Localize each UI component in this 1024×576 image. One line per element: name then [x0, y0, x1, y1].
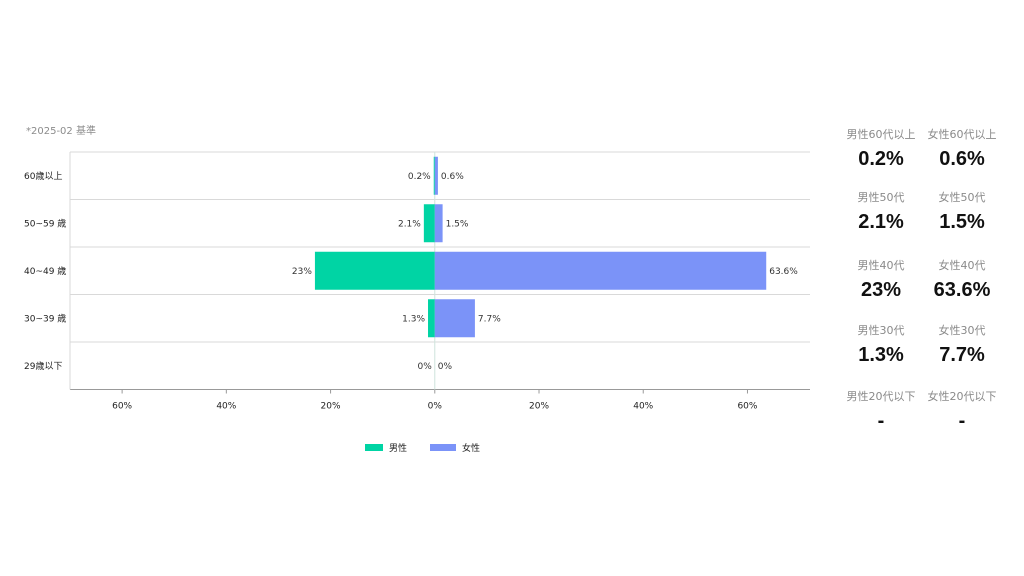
stat-value: 0.6%: [939, 148, 985, 170]
stat-female-20s-under: 女性20代以下 -: [919, 388, 1005, 433]
stat-male-50s: 男性50代 2.1%: [838, 189, 924, 234]
data-label-male: 1.3%: [402, 314, 425, 324]
stat-male-20s-under: 男性20代以下 -: [838, 388, 924, 433]
stat-label: 男性20代以下: [846, 390, 916, 403]
legend-swatch-male: [365, 444, 383, 451]
x-tick-label: 40%: [633, 402, 653, 412]
stat-label: 女性20代以下: [927, 390, 997, 403]
bar-male: [314, 251, 435, 290]
category-label: 29歳以下: [24, 360, 62, 372]
stat-label: 女性50代: [938, 191, 986, 204]
stat-value: 63.6%: [933, 279, 991, 301]
bar-female: [434, 299, 475, 338]
stat-female-50s: 女性50代 1.5%: [919, 189, 1005, 234]
stat-value: 0.2%: [858, 148, 904, 170]
stat-male-30s: 男性30代 1.3%: [838, 322, 924, 367]
bar-female: [434, 204, 443, 243]
stat-label: 女性30代: [938, 324, 986, 337]
category-label: 30~39 歳: [24, 312, 66, 324]
data-label-female: 7.7%: [478, 314, 501, 324]
stat-male-40s: 男性40代 23%: [838, 257, 924, 302]
stat-label: 男性50代: [857, 191, 905, 204]
stat-value: 23%: [860, 279, 902, 301]
data-label-male: 2.1%: [398, 219, 421, 229]
bar-male: [423, 204, 435, 243]
stat-value: -: [958, 410, 966, 432]
category-label: 50~59 歳: [24, 217, 66, 229]
x-tick-label: 0%: [428, 402, 443, 412]
x-tick-label: 20%: [321, 402, 341, 412]
stat-female-60-plus: 女性60代以上 0.6%: [919, 126, 1005, 171]
stat-value: 1.5%: [939, 211, 985, 233]
stat-female-30s: 女性30代 7.7%: [919, 322, 1005, 367]
data-label-female: 0.6%: [441, 172, 464, 182]
data-label-female: 1.5%: [446, 219, 469, 229]
x-tick-label: 20%: [529, 402, 549, 412]
x-tick-label: 60%: [737, 402, 757, 412]
stat-label: 男性30代: [857, 324, 905, 337]
stats-panel: 男性60代以上 0.2% 女性60代以上 0.6% 男性50代 2.1% 女性5…: [838, 120, 1018, 440]
stat-value: 1.3%: [858, 344, 904, 366]
x-tick-label: 40%: [216, 402, 236, 412]
stat-value: -: [877, 410, 885, 432]
bar-female: [434, 251, 767, 290]
stat-label: 女性60代以上: [927, 128, 997, 141]
stat-female-40s: 女性40代 63.6%: [919, 257, 1005, 302]
bar-male: [428, 299, 435, 338]
bar-male: [433, 156, 435, 195]
stat-label: 男性40代: [857, 259, 905, 272]
data-label-male: 0%: [418, 362, 433, 372]
data-label-male: 0.2%: [408, 172, 431, 182]
bar-female: [434, 156, 438, 195]
legend-label-male: 男性: [389, 442, 407, 454]
legend-swatch-female: [430, 444, 456, 451]
category-label: 40~49 歳: [24, 265, 66, 277]
data-label-female: 0%: [438, 362, 453, 372]
x-tick-label: 60%: [112, 402, 132, 412]
stat-male-60-plus: 男性60代以上 0.2%: [838, 126, 924, 171]
stat-value: 2.1%: [858, 211, 904, 233]
base-date-note: *2025-02 基準: [26, 126, 96, 137]
population-pyramid-chart: 60歳以上 50~59 歳 40~49 歳 30~39 歳 29歳以下 60% 40% 20%…: [24, 151, 810, 454]
legend-label-female: 女性: [462, 442, 480, 454]
data-label-male: 23%: [292, 267, 312, 277]
stat-label: 女性40代: [938, 259, 986, 272]
stat-label: 男性60代以上: [846, 128, 916, 141]
data-label-female: 63.6%: [769, 267, 798, 277]
stat-value: 7.7%: [939, 344, 985, 366]
category-label: 60歳以上: [24, 170, 62, 182]
